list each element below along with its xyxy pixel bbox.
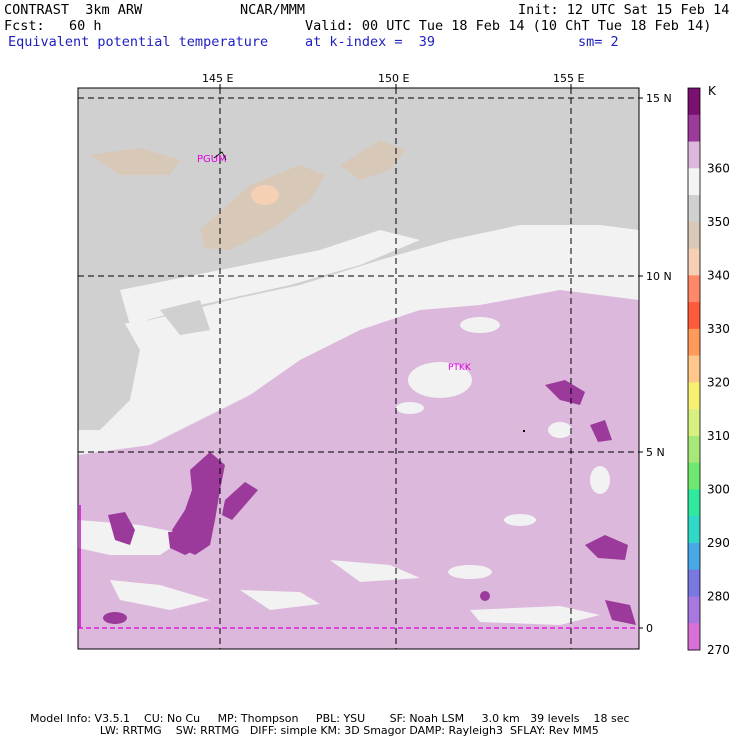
colorbar-tick-label: 360	[707, 161, 730, 175]
colorbar-tick-label: 350	[707, 215, 730, 229]
colorbar-swatch	[688, 248, 700, 276]
lat-label-10n: 10 N	[646, 270, 672, 283]
valid-time: Valid: 00 UTC Tue 18 Feb 14 (10 ChT Tue …	[305, 18, 712, 34]
colorbar-swatch	[688, 516, 700, 544]
lon-label-145: 145 E	[202, 72, 233, 85]
station-ptkk: PTKK	[448, 363, 472, 373]
colorbar-unit: K	[708, 84, 717, 98]
colorbar-swatch	[688, 462, 700, 490]
lat-label-15n: 15 N	[646, 92, 672, 105]
colorbar-swatch	[688, 88, 700, 116]
colorbar-swatch	[688, 168, 700, 196]
colorbar-swatch	[688, 623, 700, 651]
colorbar-swatch	[688, 542, 700, 571]
org-label: NCAR/MMM	[240, 2, 306, 18]
init-time: Init: 12 UTC Sat 15 Feb 14	[518, 2, 730, 18]
forecast-hour: Fcst: 60 h	[4, 18, 102, 34]
guam-coast	[213, 151, 227, 161]
axis-ticks	[219, 84, 643, 629]
colorbar-tick-labels: 360 350 340 330 320 310 300 290 280 270	[707, 161, 730, 657]
colorbar-swatch	[688, 114, 700, 143]
map-frame	[77, 87, 640, 650]
colorbar-swatch	[688, 489, 700, 517]
station-pgum: PGUM	[197, 154, 227, 165]
colorbar-tick-label: 310	[707, 429, 730, 443]
colorbar-tick-label: 280	[707, 589, 730, 603]
colorbar-swatch	[688, 328, 700, 357]
colorbar-swatch	[688, 221, 700, 250]
lat-label-5n: 5 N	[646, 446, 665, 459]
colorbar-swatch	[688, 435, 700, 464]
colorbar-tick-label: 320	[707, 375, 730, 389]
lat-lon-grid	[78, 88, 639, 649]
lon-label-150: 150 E	[378, 72, 409, 85]
island-dot	[523, 430, 525, 432]
colorbar-tick-label: 300	[707, 482, 730, 496]
colorbar-swatch	[688, 302, 700, 330]
colorbar-swatch	[688, 569, 700, 597]
theta-e-field	[78, 88, 639, 649]
lon-label-155: 155 E	[553, 72, 584, 85]
smoothing: sm= 2	[578, 34, 619, 50]
colorbar-tick-label: 270	[707, 643, 730, 657]
colorbar-tick-label: 340	[707, 268, 730, 282]
field-name: Equivalent potential temperature	[8, 34, 269, 50]
colorbar	[687, 87, 701, 651]
colorbar-tick-label: 290	[707, 536, 730, 550]
footer-model-info: Model Info: V3.5.1 CU: No Cu MP: Thompso…	[30, 712, 630, 725]
colorbar-tick-label: 330	[707, 322, 730, 336]
colorbar-swatch	[688, 409, 700, 437]
colorbar-swatch	[688, 382, 700, 410]
colorbar-swatch	[688, 355, 700, 383]
colorbar-swatch	[688, 141, 700, 169]
model-title: CONTRAST 3km ARW	[4, 2, 143, 18]
footer-physics-info: LW: RRTMG SW: RRTMG DIFF: simple KM: 3D …	[30, 724, 599, 737]
colorbar-swatch	[688, 195, 700, 223]
level-index: at k-index = 39	[305, 34, 436, 50]
lat-label-0: 0	[646, 622, 653, 635]
colorbar-swatch	[688, 596, 700, 624]
colorbar-swatch	[688, 275, 700, 303]
